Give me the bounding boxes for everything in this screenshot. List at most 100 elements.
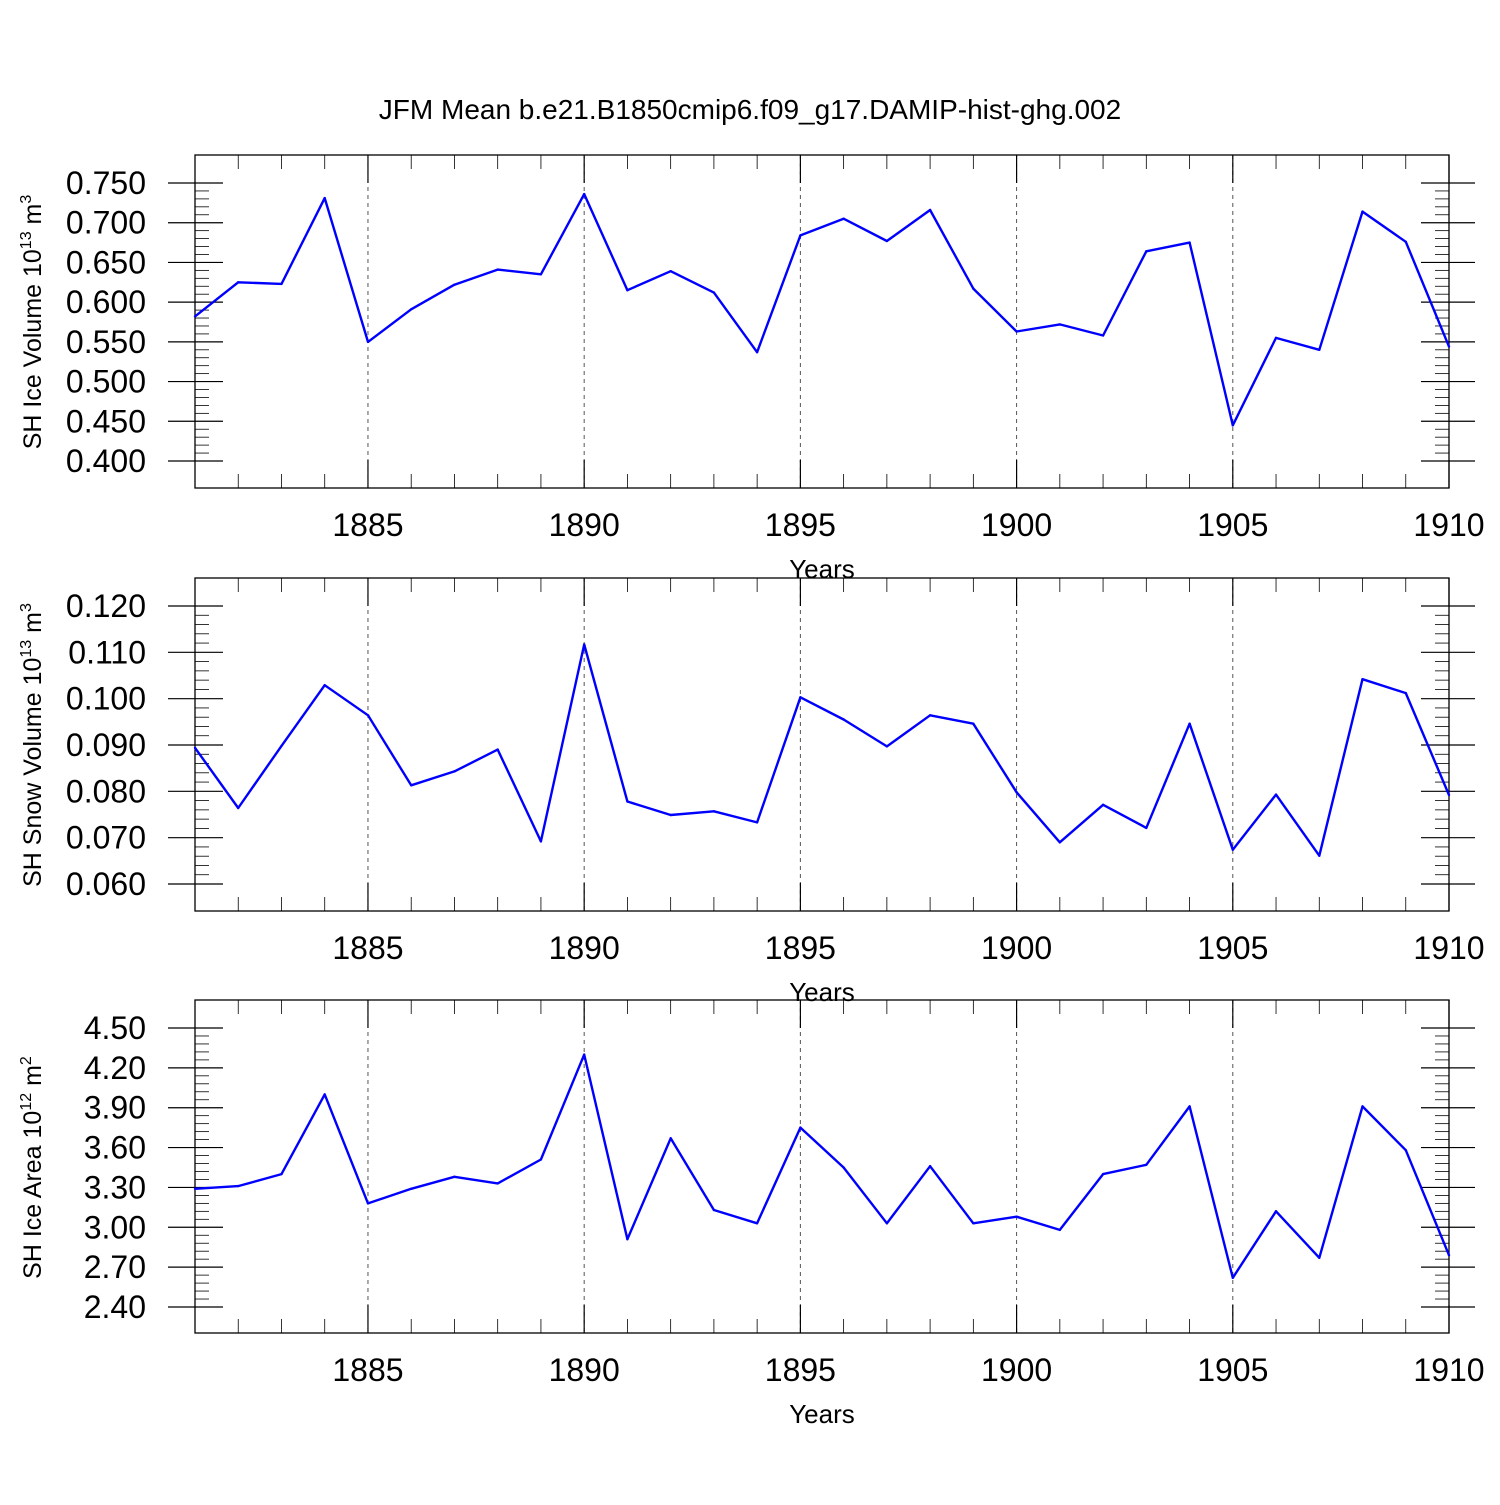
y-tick-label: 2.70	[84, 1249, 146, 1285]
x-tick-label: 1885	[332, 507, 403, 543]
data-point	[496, 748, 499, 751]
data-point	[1404, 691, 1408, 695]
y-axis-title-exponent: 12	[18, 1093, 35, 1111]
y-tick-label: 3.90	[84, 1090, 146, 1126]
series-line	[194, 192, 1451, 427]
data-point	[1361, 210, 1364, 213]
x-tick-label: 1910	[1413, 1352, 1484, 1388]
data-point	[1318, 348, 1321, 351]
y-tick-label: 0.070	[66, 820, 146, 856]
y-tick-label: 0.110	[68, 634, 146, 670]
data-point	[1101, 334, 1105, 337]
data-point	[1188, 241, 1191, 244]
plot-frame	[194, 154, 1450, 489]
data-point	[1101, 803, 1105, 806]
data-point	[1058, 841, 1062, 844]
y-axis-title-unit: m	[19, 612, 47, 640]
x-tick-label: 1885	[332, 930, 403, 966]
x-tick-label: 1895	[765, 507, 836, 543]
data-point	[928, 208, 932, 212]
x-tick-label: 1900	[981, 507, 1052, 543]
data-point	[842, 718, 845, 721]
x-tick-label: 1890	[549, 507, 620, 543]
data-point	[453, 283, 456, 286]
data-point	[885, 1222, 889, 1225]
data-point	[496, 268, 499, 271]
x-tick-label: 1900	[981, 930, 1052, 966]
data-point	[1447, 345, 1451, 348]
data-point	[280, 282, 283, 286]
y-axis-title: SH Ice Volume 1013 m3	[18, 195, 47, 450]
y-tick-label: 2.40	[84, 1289, 146, 1325]
y-tick-label: 3.60	[84, 1130, 146, 1166]
data-point	[1015, 1215, 1018, 1218]
y-axis-title-exponent: 13	[18, 640, 35, 658]
x-axis-title: Years	[789, 977, 855, 1007]
data-point	[972, 1222, 975, 1225]
y-axis-title-unit-exponent: 3	[18, 603, 35, 612]
y-axis-title-unit: m	[19, 204, 47, 232]
y-tick-label: 0.120	[66, 588, 146, 624]
data-point	[323, 1093, 326, 1096]
data-point	[1015, 791, 1018, 794]
x-tick-label: 1890	[549, 1352, 620, 1388]
y-axis-title-unit-exponent: 2	[18, 1056, 35, 1065]
data-point	[1145, 1163, 1148, 1167]
plot-frame	[194, 999, 1450, 1334]
y-tick-label: 0.060	[66, 866, 146, 902]
data-point	[1145, 250, 1148, 253]
data-point	[496, 1182, 499, 1185]
panel-2: 0.060 0.070 0.080 0.090 0.100 0.110 0.120 1885 1…	[18, 577, 1485, 1007]
data-point	[799, 696, 802, 699]
data-point	[237, 1184, 240, 1188]
x-tick-label: 1895	[765, 930, 836, 966]
data-point	[626, 1238, 629, 1241]
data-point	[1274, 793, 1278, 796]
data-point	[1058, 323, 1062, 326]
y-axis-title-exponent: 13	[18, 231, 35, 249]
plot-frame	[194, 577, 1450, 912]
data-point	[366, 340, 370, 344]
y-tick-label: 0.450	[66, 403, 146, 439]
data-point	[193, 746, 197, 749]
x-axis-title: Years	[789, 1399, 855, 1429]
data-point	[885, 745, 889, 748]
y-axis-title-unit-exponent: 3	[18, 195, 35, 204]
y-tick-label: 0.600	[66, 284, 146, 320]
data-point	[1058, 1228, 1062, 1232]
y-tick-label: 0.400	[66, 443, 146, 479]
data-point	[1231, 1276, 1235, 1280]
data-point	[842, 1166, 845, 1169]
panel-3: 2.40 2.70 3.00 3.303.60 3.90 4.20 4.50 1885 1890…	[18, 999, 1485, 1429]
data-point	[928, 714, 932, 717]
x-axis-title: Years	[789, 554, 855, 584]
x-tick-label: 1885	[332, 1352, 403, 1388]
data-point	[1188, 722, 1191, 725]
data-point	[539, 1158, 543, 1161]
data-point	[539, 840, 543, 843]
y-axis-title-main: SH Ice Volume 10	[19, 249, 47, 449]
data-point	[755, 821, 759, 824]
data-point	[972, 287, 975, 290]
data-point	[799, 1126, 802, 1129]
series-line	[194, 643, 1451, 857]
data-point	[626, 800, 629, 803]
x-tick-label: 1910	[1413, 930, 1484, 966]
data-point	[1318, 854, 1321, 857]
data-point	[799, 234, 802, 237]
data-point	[1447, 1254, 1451, 1257]
y-tick-label: 0.650	[66, 244, 146, 280]
data-point	[193, 315, 197, 318]
y-tick-label: 0.700	[66, 205, 146, 241]
data-point	[1318, 1256, 1321, 1260]
data-point	[669, 1137, 672, 1140]
data-point	[755, 1222, 759, 1225]
y-tick-label: 0.100	[66, 681, 146, 717]
data-point	[669, 270, 672, 273]
data-point	[193, 1187, 197, 1191]
data-point	[712, 1208, 716, 1212]
data-point	[712, 291, 716, 294]
data-point	[1404, 1149, 1408, 1152]
